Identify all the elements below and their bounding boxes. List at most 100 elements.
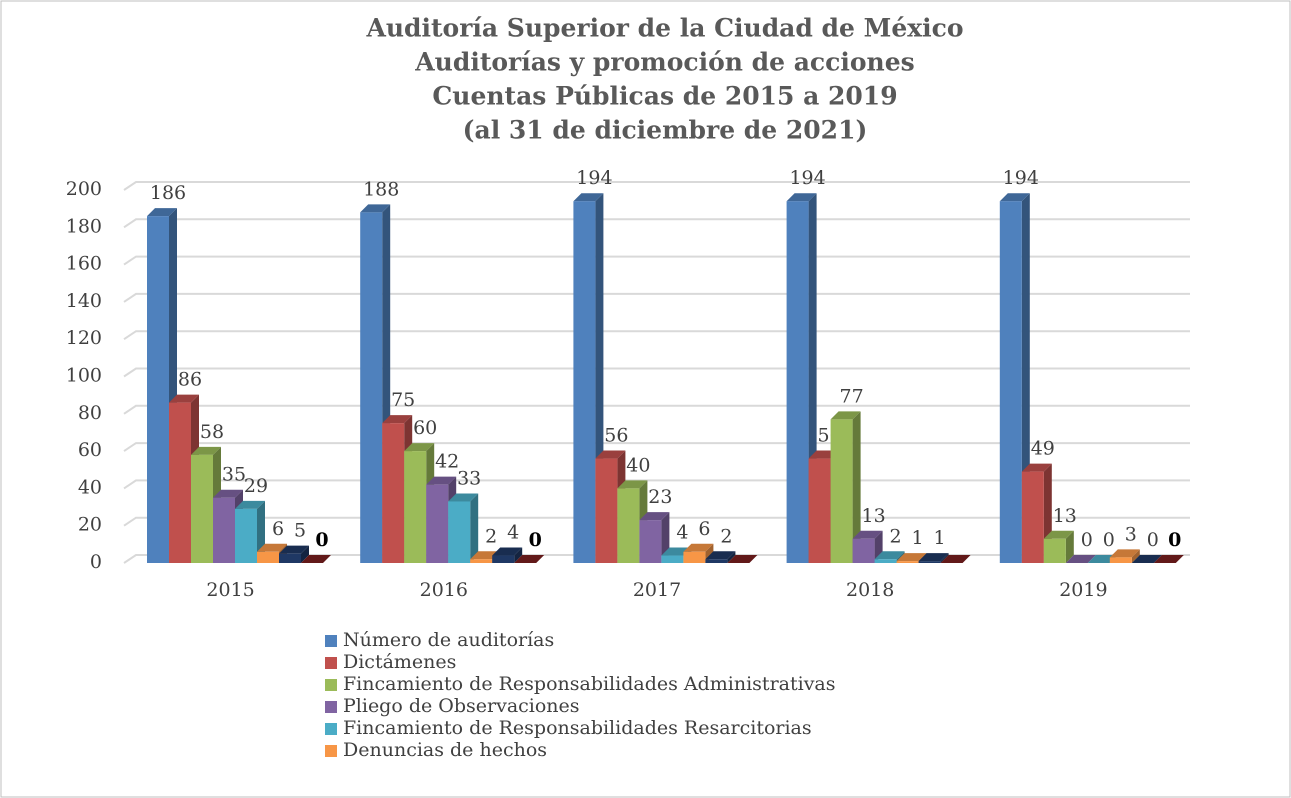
y-tick-label: 20 — [78, 514, 102, 536]
y-tick-label: 160 — [66, 253, 102, 275]
legend-label: Denuncias de hechos — [343, 739, 547, 761]
bar-top — [617, 480, 648, 489]
bar-front — [896, 561, 919, 563]
data-label: 33 — [457, 467, 481, 489]
chart-title: (al 31 de diciembre de 2021) — [463, 116, 868, 145]
bar-front — [147, 216, 169, 564]
data-label: 56 — [604, 425, 628, 447]
bar-top — [1043, 530, 1074, 539]
bar-top — [492, 547, 523, 556]
legend-label: Fincamiento de Responsabilidades Resarci… — [343, 717, 812, 739]
data-label: 6 — [698, 518, 710, 540]
bar-top — [1021, 463, 1052, 472]
bar-front — [426, 484, 449, 563]
bar-front — [1043, 538, 1066, 563]
y-tick-label: 100 — [66, 365, 102, 387]
grid-line — [123, 367, 1190, 378]
data-label: 194 — [1003, 167, 1039, 189]
data-label: 42 — [435, 451, 459, 473]
bar-front — [808, 458, 831, 563]
data-label: 23 — [648, 486, 672, 508]
bar-top — [918, 553, 949, 562]
bar-front — [470, 559, 493, 563]
legend-swatch — [325, 701, 337, 713]
data-label: 188 — [363, 178, 399, 200]
bar-front — [279, 553, 301, 563]
bar-front — [382, 423, 405, 563]
bar-top — [1131, 555, 1162, 563]
bar-side — [1131, 549, 1140, 563]
x-tick-label: 2017 — [633, 579, 681, 601]
bar-front — [448, 501, 471, 563]
legend-label: Número de auditorías — [343, 629, 554, 651]
data-label: 0 — [1081, 529, 1093, 551]
bar — [727, 555, 758, 563]
bar-top — [448, 493, 479, 502]
bar-front — [360, 212, 383, 563]
x-tick-label: 2018 — [846, 579, 894, 601]
bar — [1109, 549, 1140, 563]
data-label: 2 — [890, 525, 902, 547]
data-label: 0 — [1168, 529, 1181, 551]
bar-top — [257, 543, 287, 552]
bar-top — [360, 204, 391, 213]
bar-front — [1021, 471, 1044, 563]
bar-side — [514, 547, 523, 563]
bar-side — [470, 493, 479, 563]
legend-swatch — [325, 657, 337, 669]
x-tick-label: 2015 — [206, 579, 254, 601]
legend-label: Fincamiento de Responsabilidades Adminis… — [343, 673, 836, 695]
data-label: 3 — [1125, 523, 1137, 545]
bar — [279, 545, 309, 563]
data-label: 5 — [294, 520, 306, 542]
bar-top — [1065, 555, 1096, 563]
legend-label: Dictámenes — [343, 651, 456, 673]
data-label: 186 — [150, 182, 186, 204]
bar-top — [573, 193, 604, 202]
bar-top — [1109, 549, 1140, 558]
bar — [448, 493, 479, 563]
bar-top — [595, 450, 626, 459]
bar-top — [852, 530, 883, 539]
bar-front — [830, 419, 853, 563]
data-label: 13 — [1053, 505, 1077, 527]
bar-front — [1109, 557, 1132, 563]
legend-swatch — [325, 745, 337, 757]
bar-top — [301, 555, 331, 563]
data-label: 0 — [1147, 529, 1159, 551]
bar-front — [257, 551, 279, 563]
data-label: 40 — [626, 454, 650, 476]
bar-front — [683, 551, 706, 563]
bar — [301, 555, 331, 563]
bar-top — [786, 193, 817, 202]
bar — [852, 530, 883, 563]
chart-title: Auditoría Superior de la Ciudad de Méxic… — [365, 14, 963, 43]
grid-line — [123, 292, 1190, 303]
data-label: 13 — [862, 505, 886, 527]
bar-top — [874, 551, 905, 560]
bar-top — [169, 394, 199, 403]
bar — [830, 411, 861, 563]
bar-top — [639, 512, 670, 521]
bar-top — [830, 411, 861, 420]
data-label: 0 — [529, 529, 542, 551]
bar-top — [683, 543, 714, 552]
chart-title: Cuentas Públicas de 2015 a 2019 — [432, 82, 897, 111]
data-label: 6 — [272, 518, 284, 540]
y-tick-label: 200 — [66, 178, 102, 200]
bar — [705, 551, 736, 563]
bar — [514, 555, 545, 563]
bar-front — [639, 520, 662, 563]
y-tick-label: 80 — [78, 402, 102, 424]
bar-side — [940, 553, 949, 563]
bar-top — [426, 476, 457, 485]
bar-front — [852, 538, 875, 563]
bar-top — [213, 489, 243, 498]
y-tick-label: 140 — [66, 290, 102, 312]
bar-top — [940, 555, 971, 563]
bar — [918, 553, 949, 563]
data-label: 4 — [507, 522, 519, 544]
bar-front — [661, 555, 684, 563]
bar — [1043, 530, 1074, 563]
